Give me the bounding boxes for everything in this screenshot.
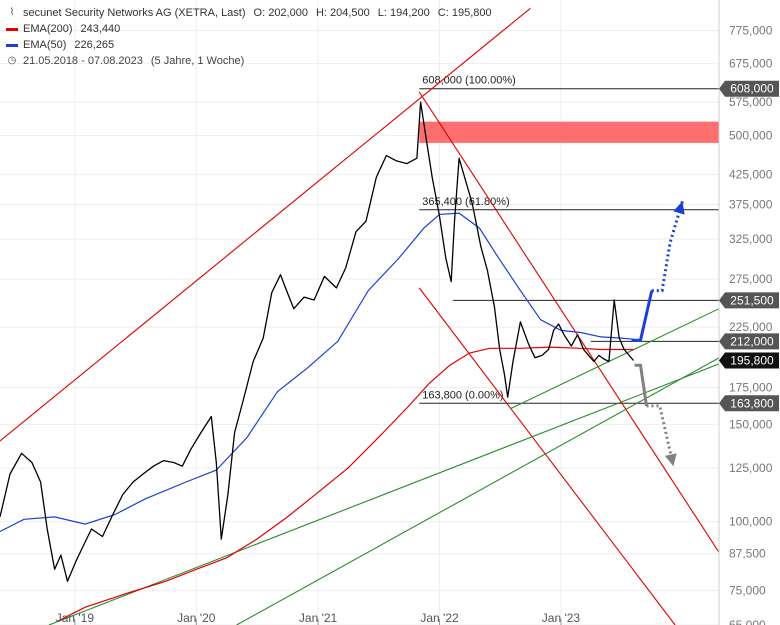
series-lines: [0, 101, 634, 622]
clock-icon: ◷: [7, 55, 17, 66]
price-marker: 212,000: [719, 333, 779, 350]
y-tick-label: 325,000: [729, 232, 773, 246]
price-line: [0, 101, 634, 582]
y-tick-label: 275,000: [729, 272, 773, 286]
y-tick-label: 675,000: [729, 57, 773, 71]
y-tick-label: 150,000: [729, 417, 773, 431]
y-tick-label: 75,000: [729, 584, 766, 598]
ema50-value: 226,265: [74, 39, 115, 51]
price-marker-tag: [719, 80, 779, 97]
price-marker-label: 212,000: [730, 334, 774, 348]
legend-range-row: ◷ 21.05.2018 - 07.08.2023 (5 Jahre, 1 Wo…: [6, 53, 492, 69]
scenario-arrows: [631, 200, 685, 467]
y-tick-label: 100,000: [729, 515, 773, 529]
y-tick-label: 125,000: [729, 461, 773, 475]
ema50-swatch: [6, 43, 18, 47]
grid-lines: [0, 0, 719, 625]
trend-line: [418, 287, 676, 625]
y-axis-ticks: 65,000 75,000 87,500 100,000 125,000 150,000 1…: [729, 23, 773, 625]
x-tick-label: Jan '20: [177, 611, 216, 625]
price-markers: 608,000 251,500 212,000 195,800 163,800: [719, 80, 779, 412]
ema200-line: [57, 346, 634, 622]
bullish-scenario-arrowhead: [673, 201, 685, 215]
trend-line: [418, 91, 719, 553]
chart-legend: ⌇ secunet Security Networks AG (XETRA, L…: [6, 5, 492, 69]
price-marker-tag: [719, 395, 779, 412]
instrument-name: secunet Security Networks AG (XETRA, Las…: [23, 7, 246, 19]
x-axis-ticks: Jan '19 Jan '20 Jan '21 Jan '22 Jan '23: [56, 611, 581, 625]
fib-level-label: 365,400 (61.80%): [422, 196, 509, 208]
legend-ema200-row: EMA(200) 243,440: [6, 21, 492, 37]
legend-title-row: ⌇ secunet Security Networks AG (XETRA, L…: [6, 5, 492, 21]
open-value: O: 202,000: [253, 7, 308, 19]
trend-line: [236, 357, 719, 625]
price-marker-label: 195,800: [730, 353, 774, 367]
price-marker: 251,500: [719, 292, 779, 309]
y-tick-label: 65,000: [729, 618, 766, 625]
x-tick-label: Jan '23: [542, 611, 581, 625]
x-tick-label: Jan '22: [420, 611, 459, 625]
price-marker-tag: [719, 292, 779, 309]
y-tick-label: 575,000: [729, 95, 773, 109]
trend-line: [509, 308, 719, 410]
bullish-scenario-dotted: [651, 200, 684, 293]
resistance-zone: [419, 121, 719, 143]
y-tick-label: 225,000: [729, 320, 773, 334]
ema50-line: [0, 212, 634, 533]
price-marker: 195,800: [719, 352, 779, 369]
y-tick-label: 87,500: [729, 547, 766, 561]
trend-line: [48, 363, 719, 625]
price-marker-label: 608,000: [730, 82, 774, 96]
close-value: C: 195,800: [437, 7, 492, 19]
y-tick-label: 175,000: [729, 380, 773, 394]
price-marker-label: 251,500: [730, 293, 774, 307]
y-tick-label: 375,000: [729, 198, 773, 212]
x-tick-label: Jan '19: [56, 611, 95, 625]
ema200-swatch: [6, 27, 18, 31]
bullish-scenario-solid: [631, 290, 654, 342]
trend-line: [0, 7, 531, 442]
y-tick-label: 500,000: [729, 129, 773, 143]
resistance-zone-rect: [419, 121, 719, 143]
bearish-scenario-arrowhead: [664, 453, 677, 467]
y-tick-label: 775,000: [729, 23, 773, 37]
ema200-label: EMA(200): [23, 23, 73, 35]
low-value: L: 194,200: [377, 7, 430, 19]
price-marker-label: 163,800: [730, 396, 774, 410]
fib-level-label: 163,800 (0.00%): [422, 389, 503, 401]
ema50-label: EMA(50): [23, 39, 67, 51]
y-tick-label: 425,000: [729, 168, 773, 182]
price-marker-tag: [719, 352, 779, 369]
period-label: (5 Jahre, 1 Woche): [150, 55, 245, 67]
x-tick-label: Jan '21: [299, 611, 338, 625]
price-marker: 163,800: [719, 395, 779, 412]
trend-lines: [0, 7, 719, 625]
date-range: 21.05.2018 - 07.08.2023: [23, 55, 143, 67]
price-marker: 608,000: [719, 80, 779, 97]
high-value: H: 204,500: [315, 7, 370, 19]
chart-type-icon: ⌇: [9, 7, 15, 18]
ema200-value: 243,440: [80, 23, 121, 35]
bearish-scenario-solid: [634, 363, 648, 407]
legend-ema50-row: EMA(50) 226,265: [6, 37, 492, 53]
price-marker-tag: [719, 333, 779, 350]
